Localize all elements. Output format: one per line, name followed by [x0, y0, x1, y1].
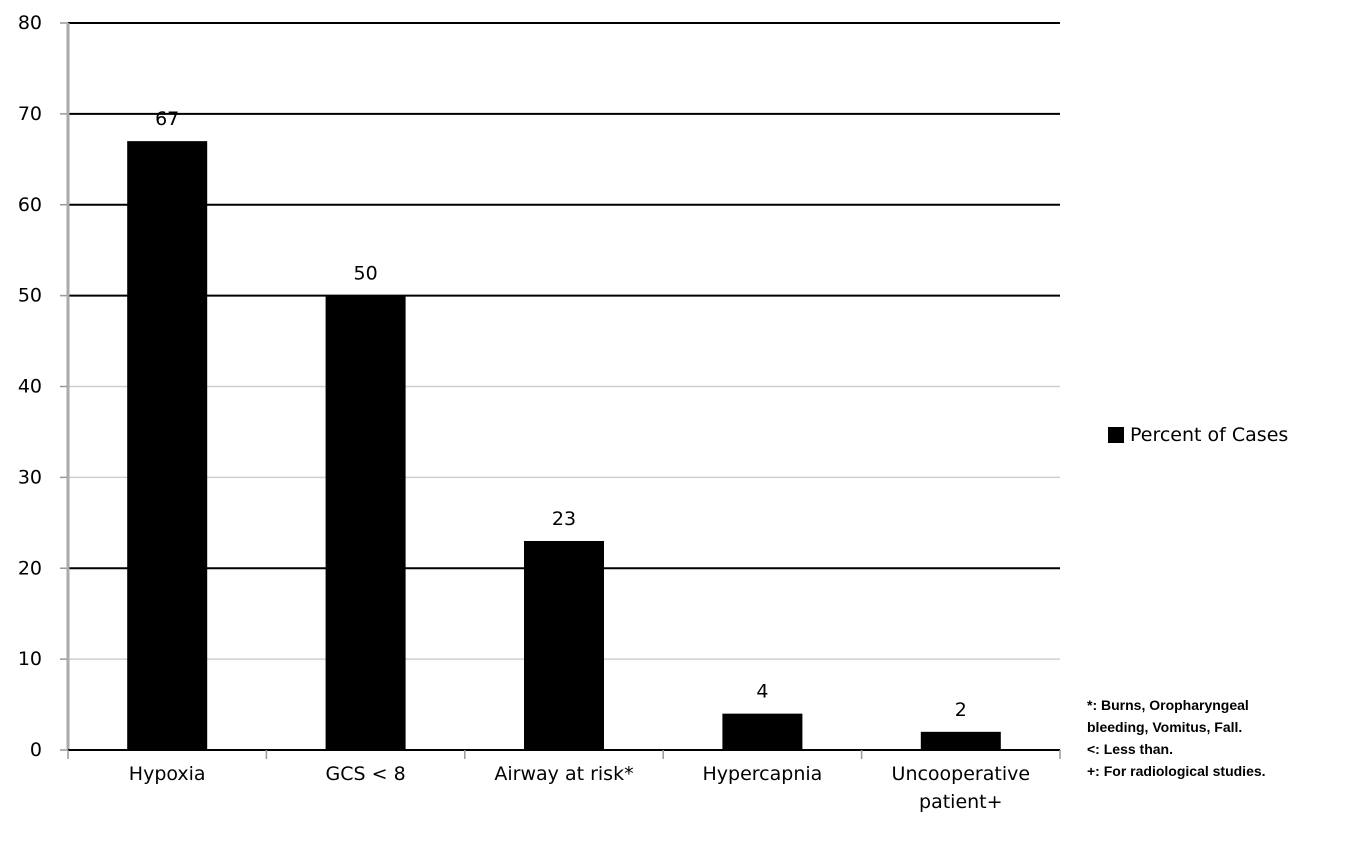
bar [722, 713, 803, 750]
bar [127, 141, 208, 750]
axes [60, 22, 1061, 759]
footnote-line: *: Burns, Oropharyngeal [1087, 697, 1249, 713]
y-tick-label: 10 [18, 648, 42, 670]
y-tick-label: 50 [18, 285, 42, 307]
data-label: 4 [756, 681, 768, 703]
footnote-line: bleeding, Vomitus, Fall. [1087, 719, 1243, 735]
footnote-line: +: For radiological studies. [1087, 763, 1266, 779]
legend-label: Percent of Cases [1130, 424, 1289, 446]
legend: Percent of Cases [1108, 424, 1288, 446]
category-label: Hypercapnia [703, 763, 823, 785]
bar [920, 731, 1001, 750]
data-label: 23 [552, 508, 576, 530]
footnote-line: <: Less than. [1087, 741, 1173, 757]
legend-swatch [1108, 427, 1124, 443]
y-tick-label: 40 [18, 376, 42, 398]
category-labels: Hypoxia GCS < 8 Airway at risk* Hypercapnia… [129, 763, 1030, 813]
category-label: GCS < 8 [326, 763, 406, 785]
footnotes: *: Burns, Oropharyngeal bleeding, Vomitu… [1087, 694, 1342, 782]
bars [127, 141, 1001, 750]
y-tick-labels: 0 10 20 30 40 50 60 70 80 [18, 12, 42, 761]
category-label: Uncooperative [892, 763, 1031, 785]
data-labels: 67 50 23 4 2 [155, 108, 967, 721]
y-tick-label: 20 [18, 557, 42, 579]
category-label: Hypoxia [129, 763, 206, 785]
gridlines [68, 22, 1060, 660]
bar [524, 540, 604, 750]
bar [325, 295, 406, 750]
data-label: 50 [354, 263, 378, 285]
y-tick-label: 0 [30, 739, 42, 761]
category-label: Airway at risk* [494, 763, 633, 785]
y-tick-label: 60 [18, 194, 42, 216]
y-tick-label: 30 [18, 466, 42, 488]
data-label: 67 [155, 108, 179, 130]
data-label: 2 [955, 699, 967, 721]
y-tick-label: 80 [18, 12, 42, 34]
category-label: patient+ [919, 791, 1003, 813]
y-tick-label: 70 [18, 103, 42, 125]
